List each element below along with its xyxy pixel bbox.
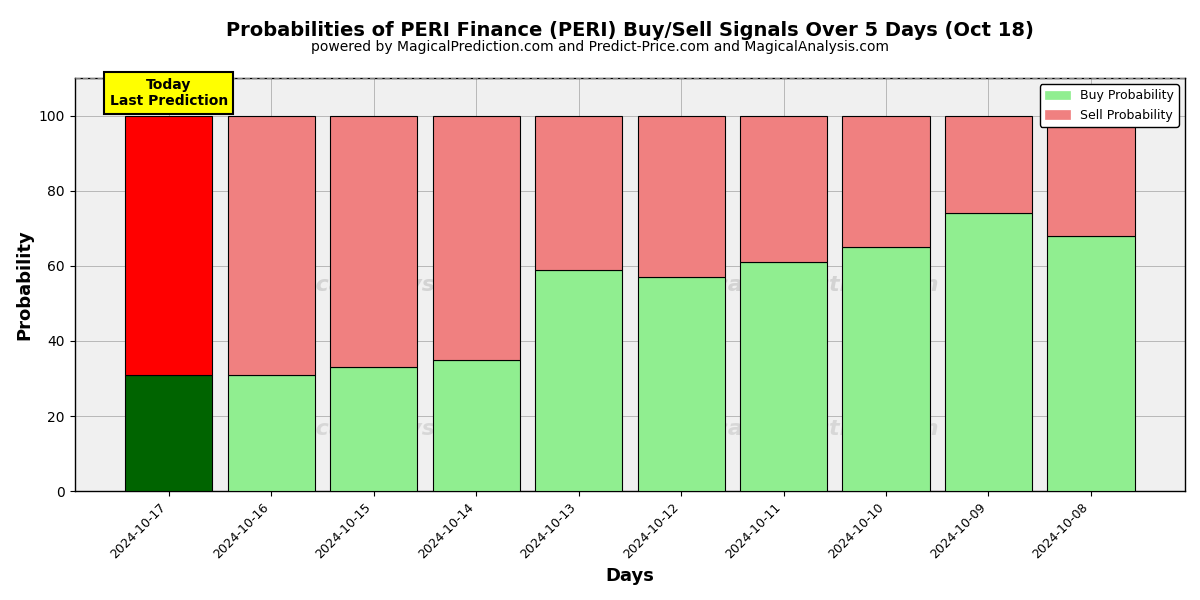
- Bar: [842, 247, 930, 491]
- Bar: [740, 116, 827, 262]
- Bar: [330, 367, 418, 491]
- Text: MagicalAnalysis.com: MagicalAnalysis.com: [256, 275, 516, 295]
- Bar: [125, 116, 212, 375]
- Bar: [944, 213, 1032, 491]
- Text: MagicalPrediction.com: MagicalPrediction.com: [654, 275, 938, 295]
- Legend: Buy Probability, Sell Probability: Buy Probability, Sell Probability: [1040, 84, 1178, 127]
- Bar: [228, 375, 314, 491]
- Text: Today
Last Prediction: Today Last Prediction: [109, 78, 228, 108]
- Bar: [637, 116, 725, 277]
- Bar: [535, 269, 622, 491]
- Text: MagicalPrediction.com: MagicalPrediction.com: [654, 419, 938, 439]
- Bar: [125, 375, 212, 491]
- Bar: [432, 360, 520, 491]
- Text: MagicalAnalysis.com: MagicalAnalysis.com: [256, 419, 516, 439]
- Bar: [535, 116, 622, 269]
- X-axis label: Days: Days: [605, 567, 654, 585]
- Bar: [330, 116, 418, 367]
- Bar: [637, 277, 725, 491]
- Bar: [842, 116, 930, 247]
- Title: Probabilities of PERI Finance (PERI) Buy/Sell Signals Over 5 Days (Oct 18): Probabilities of PERI Finance (PERI) Buy…: [226, 22, 1033, 40]
- Y-axis label: Probability: Probability: [16, 229, 34, 340]
- Bar: [432, 116, 520, 360]
- Bar: [1048, 116, 1134, 236]
- Bar: [1048, 236, 1134, 491]
- Bar: [228, 116, 314, 375]
- Bar: [740, 262, 827, 491]
- Text: powered by MagicalPrediction.com and Predict-Price.com and MagicalAnalysis.com: powered by MagicalPrediction.com and Pre…: [311, 40, 889, 54]
- Bar: [944, 116, 1032, 213]
